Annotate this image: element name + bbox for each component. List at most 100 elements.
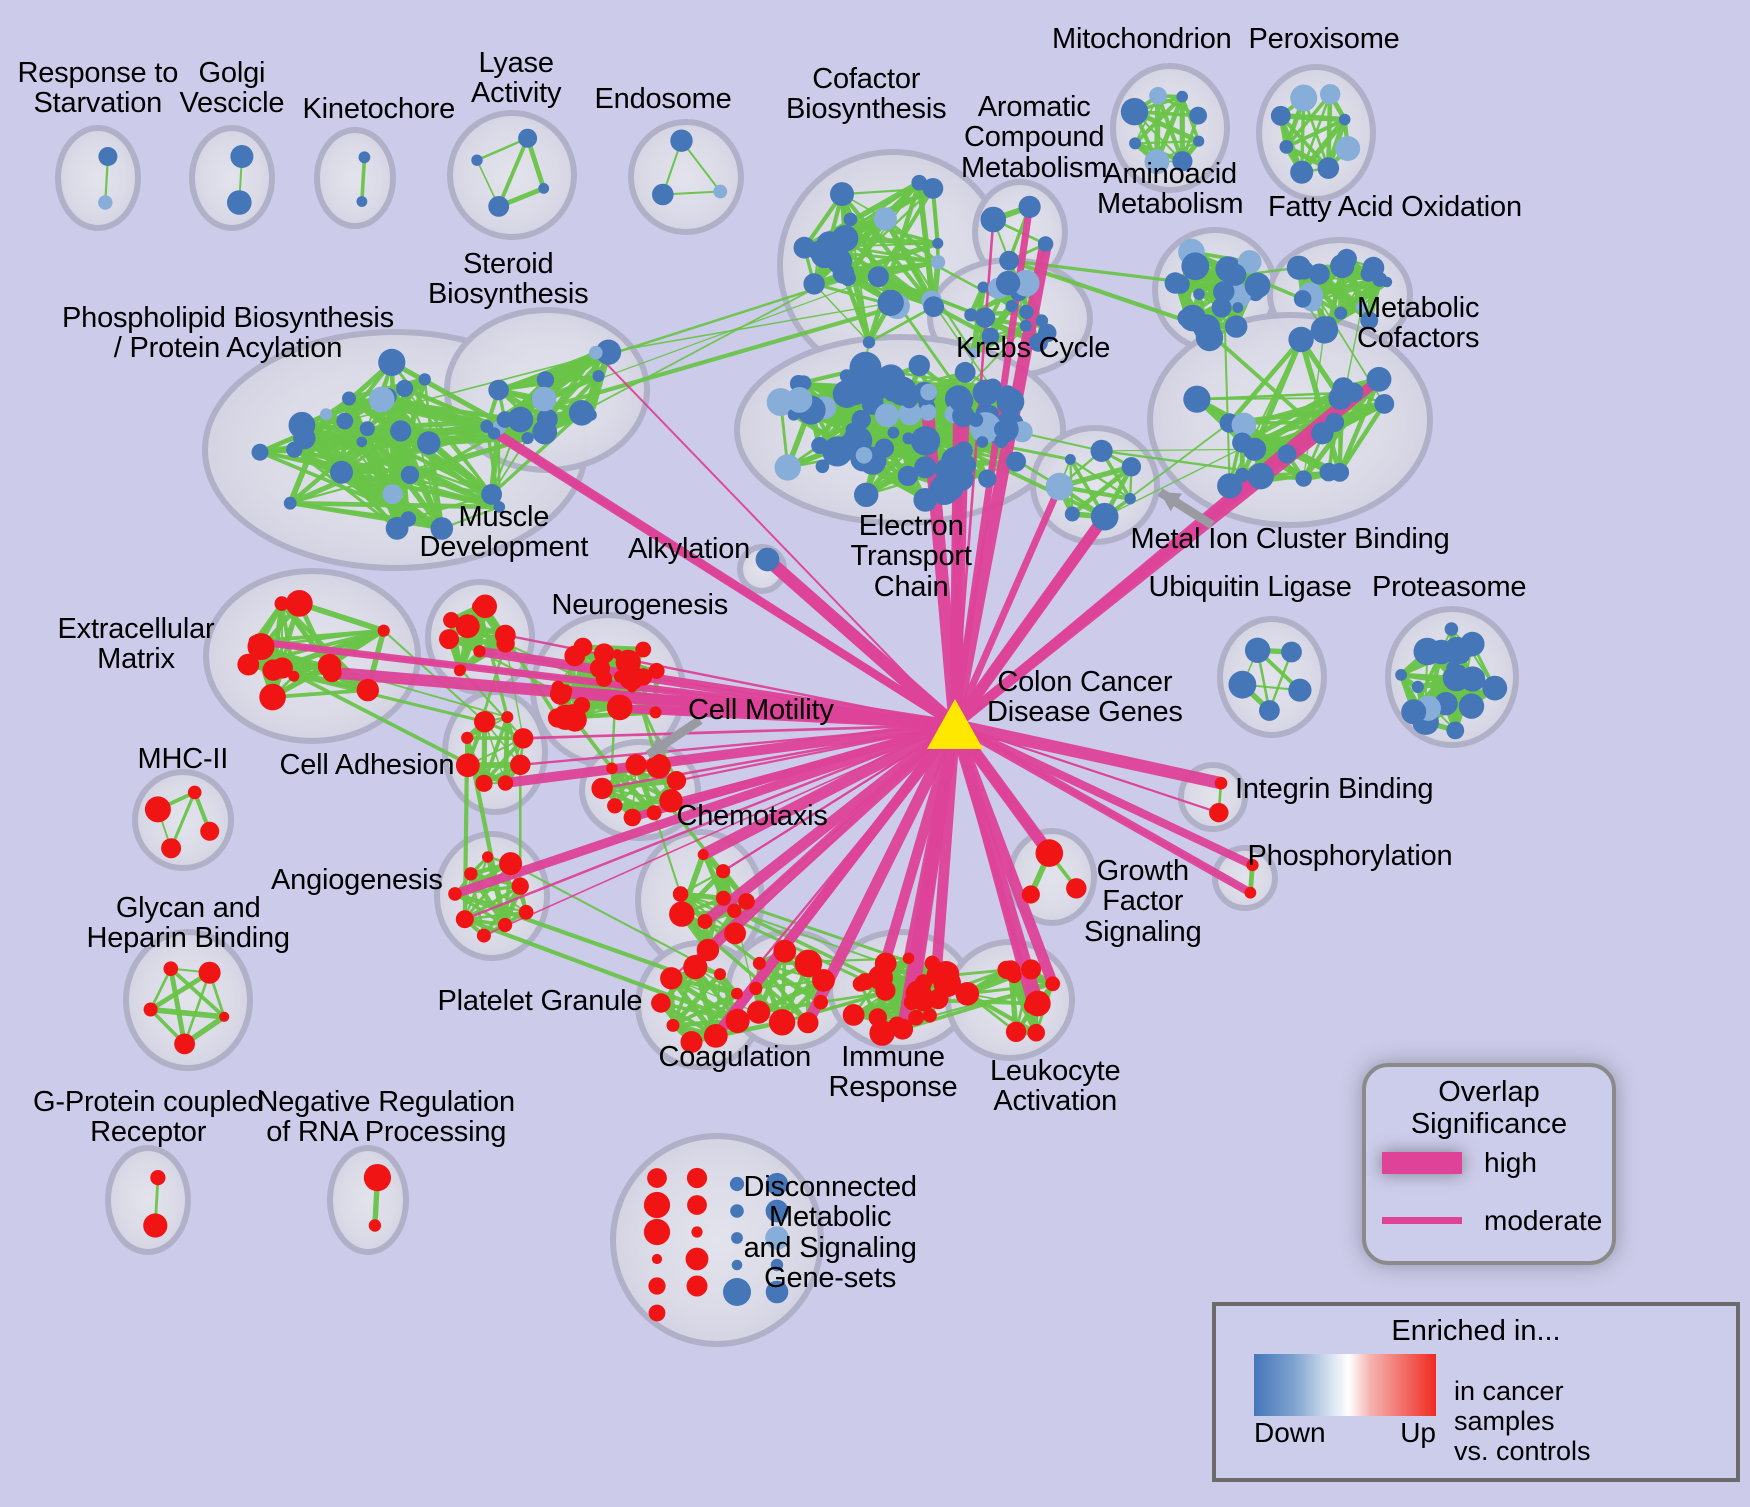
gene-set-node[interactable] (1023, 998, 1040, 1014)
gene-set-node[interactable] (875, 403, 899, 428)
gene-set-node[interactable] (439, 629, 459, 650)
gene-set-node[interactable] (729, 1176, 745, 1192)
gene-set-node[interactable] (1334, 306, 1348, 320)
gene-set-node[interactable] (359, 421, 375, 437)
gene-set-node[interactable] (499, 852, 523, 876)
gene-set-node[interactable] (831, 225, 859, 252)
gene-set-node[interactable] (837, 433, 862, 458)
gene-set-node[interactable] (559, 684, 573, 698)
gene-set-node[interactable] (482, 851, 494, 863)
gene-set-node[interactable] (1012, 269, 1040, 297)
gene-set-node[interactable] (498, 917, 513, 933)
gene-set-node[interactable] (968, 412, 984, 427)
gene-set-node[interactable] (1338, 113, 1351, 126)
gene-set-node[interactable] (686, 1275, 708, 1297)
gene-set-node[interactable] (912, 989, 935, 1012)
gene-set-node[interactable] (143, 1002, 158, 1017)
gene-set-node[interactable] (531, 386, 557, 412)
gene-set-node[interactable] (723, 1278, 751, 1306)
gene-set-node[interactable] (1246, 859, 1259, 872)
gene-set-node[interactable] (592, 370, 605, 382)
gene-set-node[interactable] (174, 1033, 196, 1055)
gene-set-node[interactable] (464, 867, 478, 881)
gene-set-node[interactable] (659, 789, 683, 813)
gene-set-node[interactable] (496, 411, 514, 428)
gene-set-node[interactable] (1308, 263, 1330, 285)
gene-set-node[interactable] (1288, 678, 1312, 702)
gene-set-node[interactable] (606, 762, 618, 775)
gene-set-node[interactable] (923, 296, 945, 318)
gene-set-node[interactable] (417, 431, 441, 455)
gene-set-node[interactable] (812, 969, 835, 992)
gene-set-node[interactable] (887, 426, 900, 439)
gene-set-node[interactable] (1244, 637, 1271, 663)
gene-set-node[interactable] (1172, 151, 1193, 172)
gene-set-node[interactable] (1286, 255, 1311, 280)
gene-set-node[interactable] (635, 641, 652, 658)
gene-set-node[interactable] (1211, 297, 1232, 318)
gene-set-node[interactable] (1176, 90, 1188, 103)
gene-set-node[interactable] (774, 454, 801, 481)
gene-set-node[interactable] (150, 1170, 166, 1186)
gene-set-node[interactable] (994, 420, 1011, 438)
gene-set-node[interactable] (259, 683, 286, 711)
gene-set-node[interactable] (687, 1195, 707, 1215)
gene-set-node[interactable] (400, 465, 420, 485)
gene-set-node[interactable] (1037, 236, 1054, 252)
gene-set-node[interactable] (724, 922, 746, 945)
gene-set-node[interactable] (400, 511, 417, 527)
gene-set-node[interactable] (738, 893, 755, 910)
gene-set-node[interactable] (901, 392, 918, 409)
gene-set-node[interactable] (977, 281, 989, 293)
gene-set-node[interactable] (1120, 98, 1149, 126)
gene-set-node[interactable] (922, 178, 944, 199)
gene-set-node[interactable] (855, 447, 873, 464)
gene-set-node[interactable] (285, 590, 313, 617)
gene-set-node[interactable] (247, 633, 275, 661)
gene-set-node[interactable] (908, 1009, 924, 1026)
gene-set-node[interactable] (1360, 311, 1379, 330)
gene-set-node[interactable] (1035, 314, 1049, 328)
gene-set-node[interactable] (1281, 641, 1302, 663)
gene-set-node[interactable] (1290, 160, 1314, 184)
gene-set-node[interactable] (336, 412, 354, 430)
gene-set-node[interactable] (1444, 622, 1459, 636)
gene-set-node[interactable] (1129, 137, 1142, 150)
gene-set-node[interactable] (877, 289, 904, 316)
gene-set-node[interactable] (919, 403, 937, 421)
gene-set-node[interactable] (773, 939, 797, 963)
gene-set-node[interactable] (493, 501, 506, 513)
gene-set-node[interactable] (564, 645, 586, 667)
gene-set-node[interactable] (1231, 412, 1257, 438)
gene-set-node[interactable] (1310, 316, 1339, 344)
gene-set-node[interactable] (670, 129, 693, 152)
gene-set-node[interactable] (922, 1008, 937, 1023)
gene-set-node[interactable] (1235, 467, 1250, 483)
gene-set-node[interactable] (1214, 776, 1228, 790)
gene-set-node[interactable] (981, 327, 1000, 346)
gene-set-node[interactable] (826, 248, 853, 274)
gene-set-node[interactable] (443, 612, 460, 629)
gene-set-node[interactable] (770, 1258, 784, 1272)
gene-set-node[interactable] (897, 465, 919, 486)
gene-set-node[interactable] (589, 658, 611, 679)
gene-set-node[interactable] (476, 928, 491, 943)
gene-set-node[interactable] (1330, 254, 1355, 279)
gene-set-node[interactable] (725, 1008, 750, 1033)
gene-set-node[interactable] (356, 678, 379, 702)
gene-set-node[interactable] (1149, 86, 1167, 105)
gene-set-node[interactable] (1293, 290, 1312, 308)
gene-set-node[interactable] (842, 1004, 865, 1026)
gene-set-node[interactable] (786, 387, 813, 413)
gene-set-node[interactable] (932, 237, 944, 249)
gene-set-node[interactable] (931, 255, 946, 270)
gene-set-node[interactable] (286, 441, 303, 458)
gene-set-node[interactable] (731, 987, 743, 1000)
gene-set-node[interactable] (1021, 885, 1040, 904)
gene-set-node[interactable] (978, 469, 997, 488)
gene-set-node[interactable] (198, 961, 221, 984)
gene-set-node[interactable] (368, 1219, 382, 1232)
gene-set-node[interactable] (488, 196, 510, 217)
gene-set-node[interactable] (473, 645, 486, 658)
gene-set-node[interactable] (1035, 839, 1064, 867)
